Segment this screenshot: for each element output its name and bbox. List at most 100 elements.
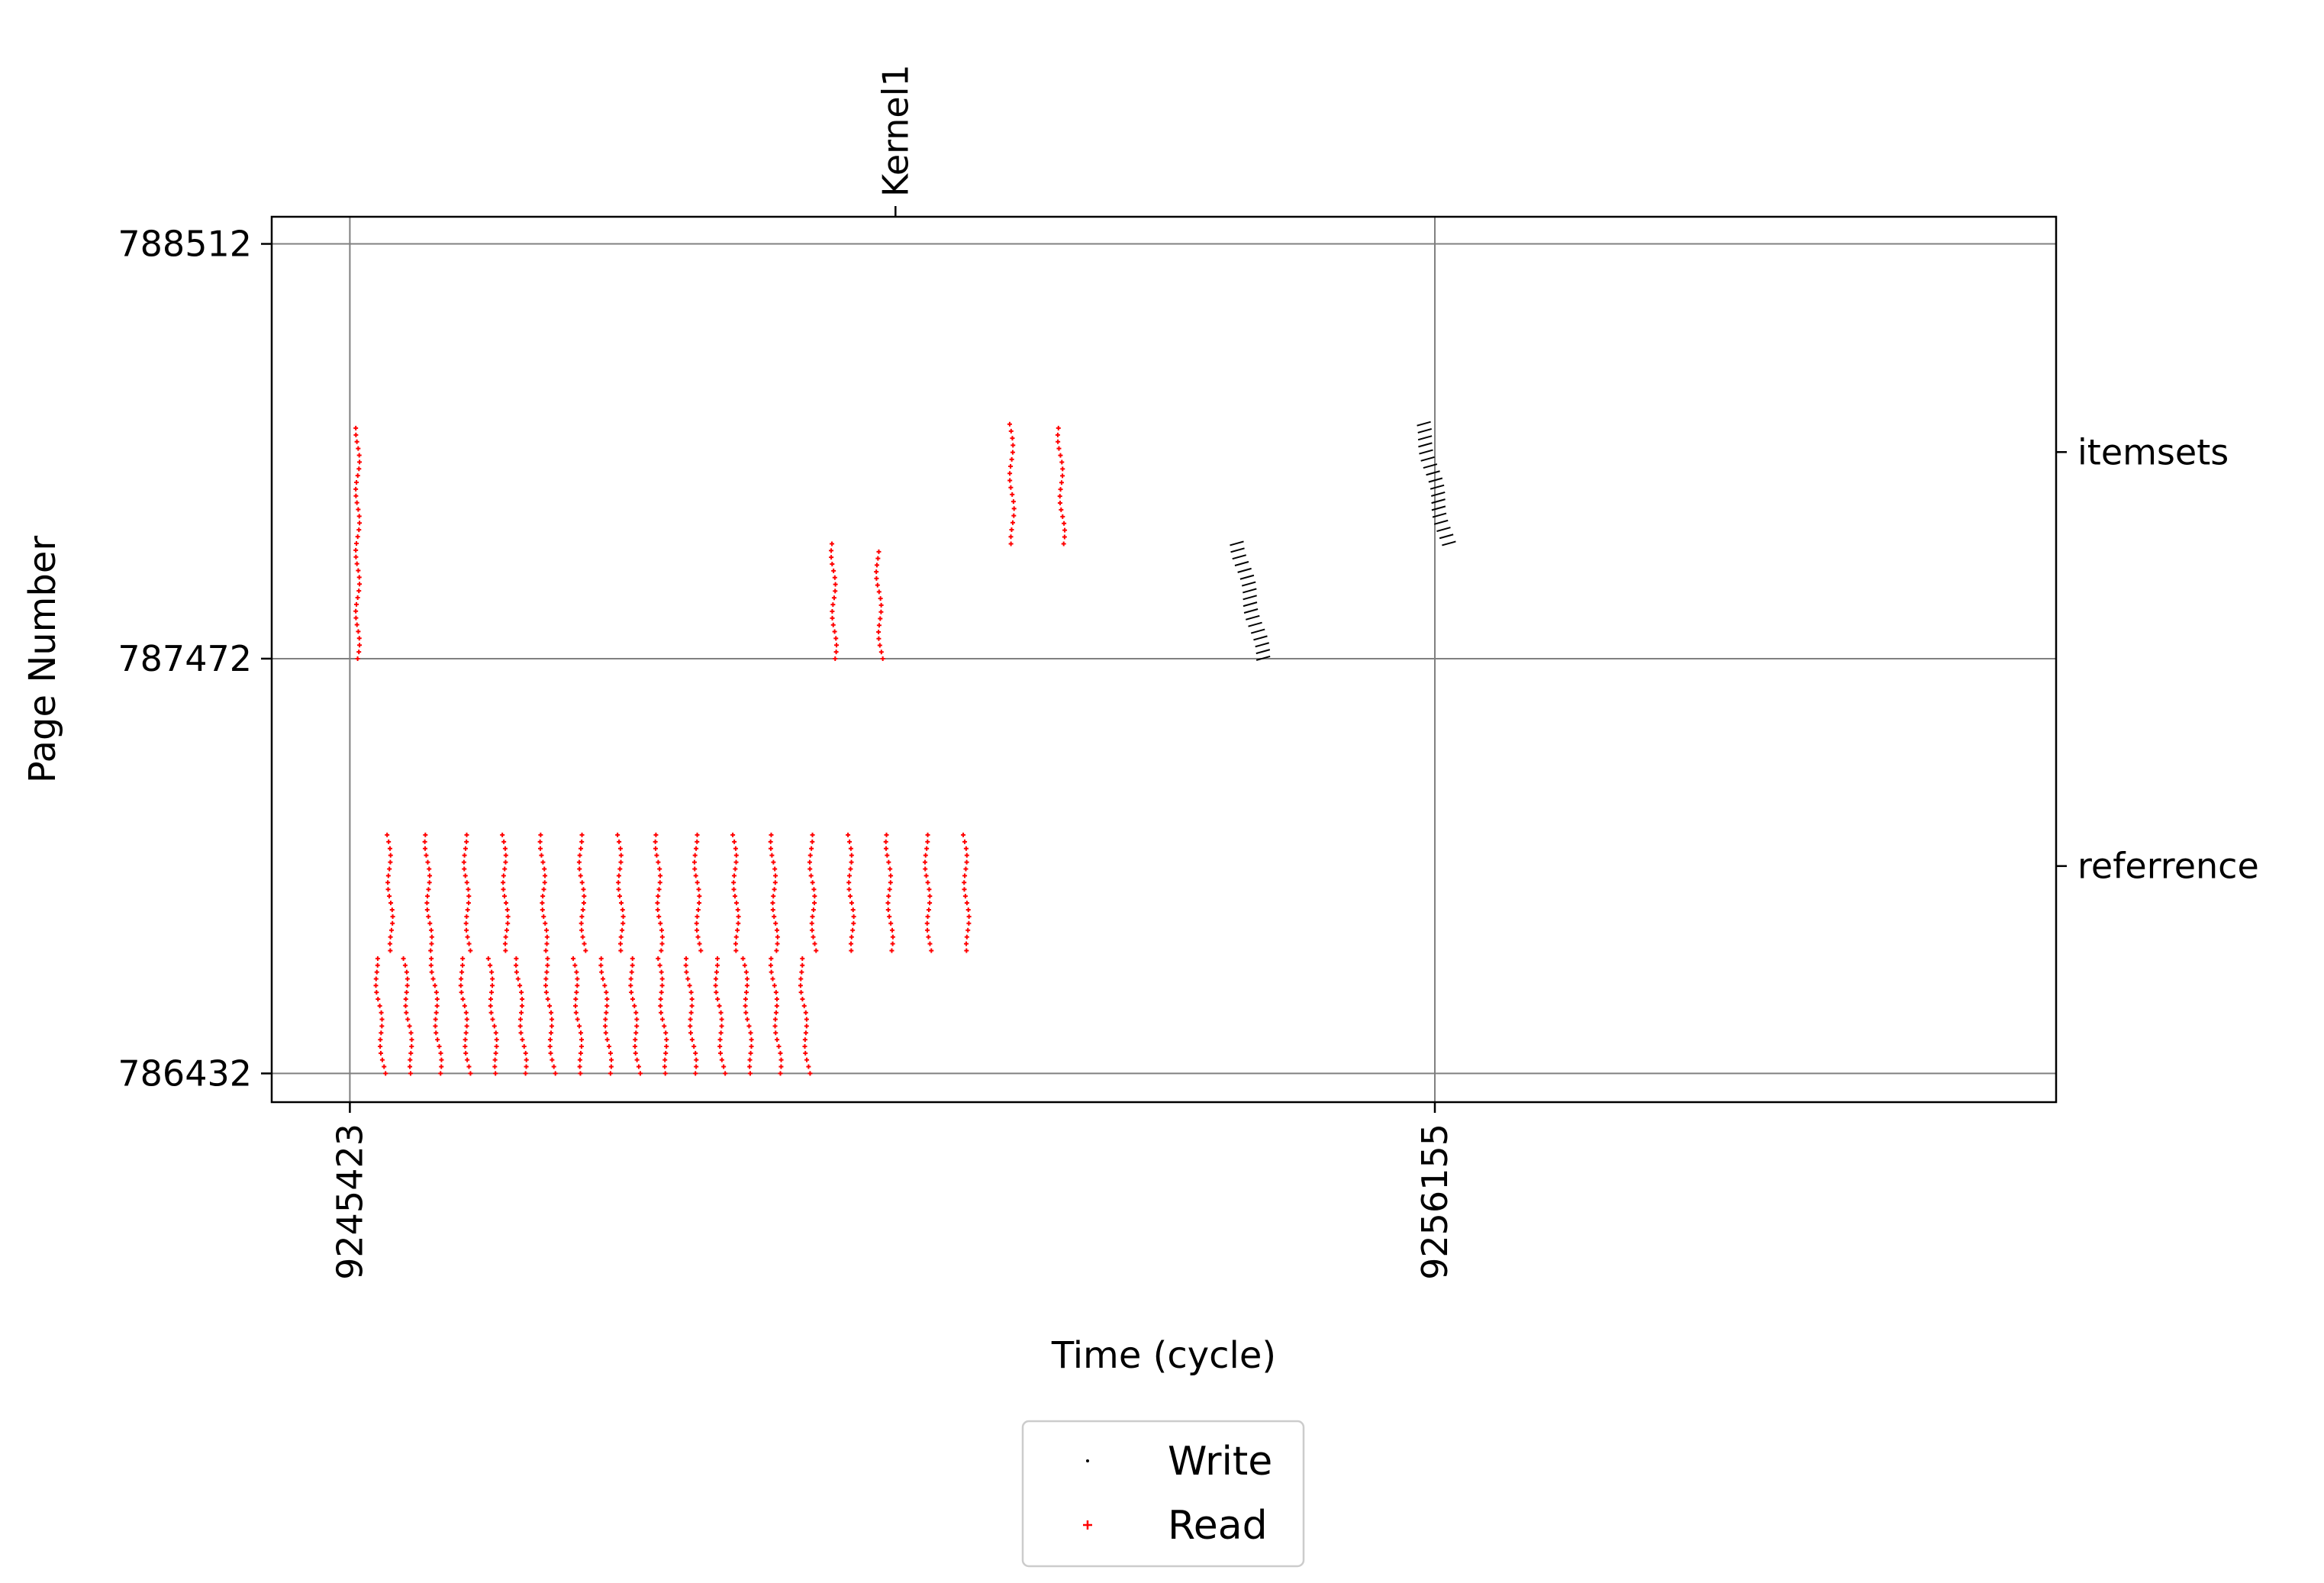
read-point	[460, 997, 466, 1001]
read-stripe	[1055, 425, 1068, 546]
read-point	[878, 596, 883, 601]
read-point	[544, 941, 550, 946]
read-point	[374, 990, 379, 995]
read-point	[1008, 464, 1014, 469]
write-point	[1418, 442, 1433, 448]
read-point	[745, 1017, 750, 1022]
read-point	[427, 866, 432, 872]
read-point	[542, 866, 547, 872]
read-point	[746, 1024, 752, 1029]
read-point	[801, 1003, 807, 1008]
read-point	[602, 1024, 608, 1029]
read-point	[799, 969, 804, 975]
read-stripe	[922, 832, 934, 953]
read-point	[579, 839, 585, 844]
read-point	[501, 887, 506, 892]
read-point	[505, 920, 511, 926]
read-point	[1010, 450, 1015, 455]
read-point	[772, 887, 777, 892]
read-point	[743, 969, 749, 975]
read-point	[378, 1043, 383, 1049]
read-point	[575, 1017, 580, 1022]
read-point	[617, 866, 623, 872]
legend-write-marker	[1086, 1459, 1089, 1462]
read-point	[1055, 432, 1060, 437]
read-point	[1011, 520, 1015, 525]
read-point	[714, 962, 720, 968]
read-point	[834, 643, 840, 648]
write-point	[1420, 456, 1435, 462]
axis-ticks: 786432 787472 788512 9245423 9256155 Kernel1 i…	[118, 64, 2258, 1280]
read-point	[459, 969, 465, 975]
read-point	[965, 907, 971, 912]
read-point	[889, 927, 894, 933]
read-point	[401, 956, 406, 961]
legend-read-label: Read	[1168, 1503, 1268, 1549]
read-point	[518, 1030, 524, 1036]
read-stripe	[500, 832, 511, 953]
read-point	[501, 880, 506, 885]
read-point	[657, 866, 662, 872]
read-point	[580, 934, 585, 940]
read-point	[768, 846, 773, 851]
read-point	[721, 1064, 727, 1069]
read-point	[800, 956, 805, 961]
read-point	[778, 1057, 784, 1062]
read-point	[409, 1037, 414, 1043]
read-point	[489, 983, 495, 988]
read-point	[374, 969, 379, 975]
read-point	[808, 873, 814, 879]
read-point	[659, 976, 665, 982]
read-point	[616, 873, 621, 879]
read-point	[353, 547, 359, 553]
read-point	[423, 832, 428, 837]
read-point	[733, 941, 738, 946]
read-point	[537, 839, 543, 844]
read-point	[355, 473, 360, 479]
read-point	[598, 962, 604, 968]
read-point	[963, 846, 969, 851]
read-point	[885, 907, 891, 912]
y-axis-label: Page Number	[21, 536, 64, 784]
read-point	[426, 887, 431, 892]
read-point	[744, 976, 749, 982]
read-point	[664, 1037, 669, 1043]
read-point	[629, 990, 634, 995]
write-point	[1430, 491, 1446, 497]
read-point	[539, 853, 544, 858]
read-point	[1007, 421, 1012, 427]
read-point	[630, 962, 635, 968]
read-point	[427, 920, 433, 926]
read-point	[807, 859, 812, 865]
read-point	[503, 934, 508, 940]
read-point	[747, 1057, 753, 1062]
read-point	[733, 853, 739, 858]
read-point	[888, 866, 893, 872]
read-point	[694, 846, 699, 851]
read-point	[732, 839, 737, 844]
write-point	[1243, 595, 1257, 601]
write-point	[1232, 554, 1247, 560]
read-point	[576, 859, 582, 865]
legend-read-marker	[1083, 1520, 1092, 1530]
read-point	[618, 901, 624, 906]
read-point	[540, 901, 545, 906]
read-point	[579, 846, 584, 851]
read-point	[772, 1017, 778, 1022]
read-point	[810, 880, 815, 885]
read-point	[833, 636, 839, 641]
read-point	[547, 1043, 553, 1049]
read-point	[633, 1030, 639, 1036]
read-point	[355, 656, 360, 661]
read-point	[434, 1010, 439, 1015]
read-point	[572, 962, 578, 968]
read-point	[357, 582, 363, 587]
read-point	[773, 1010, 778, 1015]
read-point	[890, 934, 895, 940]
read-point	[874, 569, 879, 575]
read-point	[689, 1003, 695, 1008]
write-point	[1239, 574, 1255, 580]
read-point	[379, 1010, 384, 1015]
read-point	[541, 914, 546, 919]
read-point	[812, 894, 817, 899]
